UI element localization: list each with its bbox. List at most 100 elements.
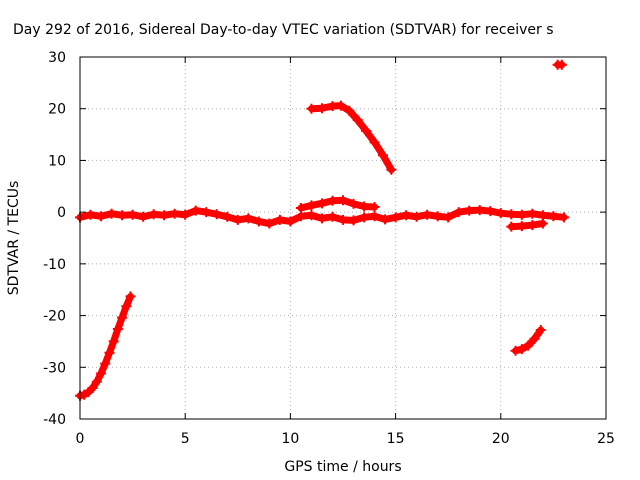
- data-point: [537, 218, 548, 229]
- data-point: [108, 336, 119, 347]
- data-point: [506, 209, 517, 220]
- chart-title: Day 292 of 2016, Sidereal Day-to-day VTE…: [13, 22, 554, 38]
- x-tick-label: 10: [281, 431, 299, 447]
- data-point: [558, 212, 569, 223]
- y-tick-label: -20: [43, 309, 66, 325]
- data-point: [516, 209, 527, 220]
- data-point: [506, 221, 517, 232]
- data-point: [316, 198, 327, 209]
- series-track-single-point: [552, 59, 567, 70]
- y-tick-label: -40: [43, 412, 66, 428]
- series-track-near-zero-main: [75, 205, 569, 229]
- data-point: [556, 59, 567, 70]
- data-point: [464, 205, 475, 216]
- data-point: [516, 221, 527, 232]
- x-tick-label: 15: [387, 431, 405, 447]
- y-tick-label: 0: [57, 205, 66, 221]
- data-point: [125, 291, 136, 302]
- data-point: [327, 101, 338, 112]
- data-point: [211, 209, 222, 220]
- data-point: [327, 211, 338, 222]
- y-tick-label: 30: [48, 50, 66, 66]
- data-point: [190, 205, 201, 216]
- x-tick-label: 0: [76, 431, 85, 447]
- y-axis-label: SDTVAR / TECUs: [6, 181, 22, 296]
- data-point: [253, 216, 264, 227]
- series-track-offset-segment: [506, 218, 548, 232]
- data-point: [180, 209, 191, 220]
- y-tick-label: 10: [48, 153, 66, 169]
- data-point: [306, 200, 317, 211]
- data-point: [390, 212, 401, 223]
- data-point: [169, 208, 180, 219]
- data-point: [380, 214, 391, 225]
- data-layer: [75, 59, 569, 401]
- data-point: [453, 207, 464, 218]
- data-point: [474, 205, 485, 216]
- data-point: [316, 213, 327, 224]
- series-segment: [379, 151, 395, 174]
- data-point: [377, 150, 388, 161]
- data-point: [529, 333, 540, 344]
- data-point: [201, 207, 212, 218]
- data-point: [411, 211, 422, 222]
- data-point: [352, 115, 363, 126]
- data-point: [316, 103, 327, 114]
- data-point: [335, 100, 346, 111]
- x-axis-label: GPS time / hours: [284, 459, 401, 475]
- y-tick-label: -30: [43, 360, 66, 376]
- y-tick-label: 20: [48, 102, 66, 118]
- data-point: [527, 208, 538, 219]
- data-point: [344, 105, 355, 116]
- data-point: [369, 201, 380, 212]
- data-point: [87, 382, 98, 393]
- data-point: [222, 211, 233, 222]
- data-point: [106, 208, 117, 219]
- data-point: [401, 210, 412, 221]
- data-point: [361, 125, 372, 136]
- x-tick-label: 25: [597, 431, 615, 447]
- data-point: [112, 324, 123, 335]
- plot-frame: [79, 56, 607, 420]
- data-point: [117, 210, 128, 221]
- data-point: [104, 347, 115, 358]
- data-point: [386, 164, 397, 175]
- data-point: [100, 358, 111, 369]
- data-point: [495, 208, 506, 219]
- series-track-late-rising: [510, 325, 546, 356]
- data-point: [443, 212, 454, 223]
- data-point: [96, 368, 107, 379]
- data-point: [338, 214, 348, 225]
- y-tick-label: -10: [43, 257, 66, 273]
- data-point: [485, 206, 496, 217]
- data-point: [535, 325, 546, 336]
- data-point: [264, 218, 275, 229]
- data-point: [422, 209, 433, 220]
- data-point: [285, 216, 296, 227]
- data-point: [91, 376, 102, 387]
- data-point: [96, 211, 107, 222]
- grid-layer: [80, 57, 606, 419]
- data-point: [510, 345, 521, 356]
- data-point: [523, 340, 534, 351]
- data-point: [306, 210, 317, 221]
- data-point: [369, 137, 380, 148]
- data-point: [306, 103, 317, 114]
- data-point: [527, 220, 538, 231]
- data-point: [359, 201, 370, 212]
- data-point: [369, 211, 380, 222]
- data-point: [348, 198, 359, 209]
- data-point: [121, 301, 132, 312]
- data-point: [327, 195, 338, 206]
- data-point: [295, 203, 306, 214]
- x-tick-label: 20: [492, 431, 510, 447]
- data-point: [338, 195, 348, 206]
- data-point: [148, 209, 159, 220]
- data-point: [243, 213, 254, 224]
- data-point: [85, 209, 96, 220]
- data-point: [548, 211, 559, 222]
- data-point: [359, 212, 370, 223]
- data-point: [138, 211, 149, 222]
- series-segment: [530, 326, 545, 343]
